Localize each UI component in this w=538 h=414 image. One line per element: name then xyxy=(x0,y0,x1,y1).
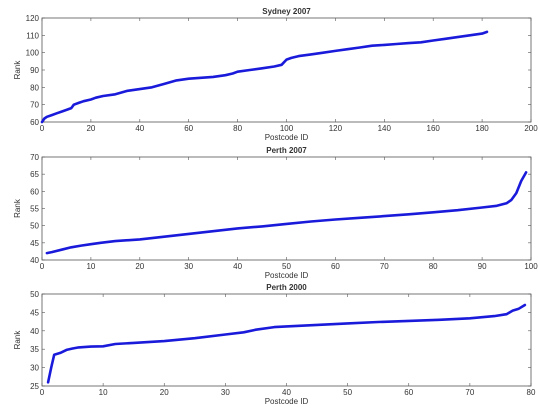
x-tick-label: 200 xyxy=(524,124,538,133)
x-tick-label: 60 xyxy=(331,262,340,271)
y-tick-label: 45 xyxy=(30,308,39,317)
plot-area xyxy=(41,17,532,123)
x-axis-label: Postcode ID xyxy=(265,397,309,406)
y-tick-label: 110 xyxy=(26,31,39,40)
x-tick-label: 0 xyxy=(40,124,45,133)
series-line xyxy=(45,171,528,255)
x-axis-label: Postcode ID xyxy=(265,133,309,142)
y-tick-label: 120 xyxy=(26,14,40,23)
x-tick-label: 80 xyxy=(233,124,242,133)
x-tick-label: 180 xyxy=(475,124,489,133)
y-axis-label: Rank xyxy=(13,198,22,218)
y-tick-label: 100 xyxy=(26,49,40,58)
plot-area xyxy=(41,156,532,261)
chart-panel-1: Sydney 2007 0 20 40 60 80 100 120 140 160 180 200 60… xyxy=(13,7,538,142)
x-tick-label: 160 xyxy=(427,124,441,133)
x-tick-label: 140 xyxy=(378,124,392,133)
y-tick-label: 60 xyxy=(30,187,39,196)
y-tick-label: 55 xyxy=(30,205,39,214)
chart-title: Perth 2007 xyxy=(266,146,307,155)
y-tick-label: 80 xyxy=(30,83,39,92)
x-tick-label: 60 xyxy=(184,124,193,133)
x-tick-label: 10 xyxy=(99,388,108,397)
y-tick-label: 60 xyxy=(30,118,39,127)
x-tick-label: 0 xyxy=(40,388,45,397)
chart-panel-3: Perth 2000 0 10 20 30 40 50 60 70 80 25 30 35 40 45 50 P… xyxy=(13,283,536,406)
y-tick-label: 90 xyxy=(30,66,39,75)
y-tick-label: 70 xyxy=(30,153,39,162)
x-tick-label: 30 xyxy=(221,388,230,397)
x-tick-label: 70 xyxy=(380,262,389,271)
chart-title: Sydney 2007 xyxy=(262,7,311,16)
x-tick-label: 20 xyxy=(135,262,144,271)
x-tick-label: 20 xyxy=(160,388,169,397)
x-axis-label: Postcode ID xyxy=(265,271,309,280)
series-line xyxy=(40,30,489,124)
x-tick-label: 50 xyxy=(343,388,352,397)
x-tick-label: 40 xyxy=(282,388,291,397)
x-tick-label: 100 xyxy=(280,124,294,133)
chart-panel-2: Perth 2007 0 10 20 30 40 50 60 70 80 90 100 40 45 50 55… xyxy=(13,146,538,280)
x-tick-label: 0 xyxy=(40,262,45,271)
y-axis-label: Rank xyxy=(13,60,22,80)
x-tick-label: 40 xyxy=(135,124,144,133)
x-tick-label: 90 xyxy=(478,262,487,271)
y-axis-label: Rank xyxy=(13,330,22,350)
x-tick-label: 100 xyxy=(524,262,538,271)
plot-area xyxy=(41,293,532,387)
x-tick-label: 60 xyxy=(404,388,413,397)
x-tick-label: 40 xyxy=(233,262,242,271)
chart-title: Perth 2000 xyxy=(266,283,307,292)
y-tick-label: 35 xyxy=(30,345,39,354)
y-tick-label: 40 xyxy=(30,327,39,336)
y-tick-label: 40 xyxy=(30,256,39,265)
x-tick-label: 10 xyxy=(86,262,95,271)
x-tick-label: 80 xyxy=(527,388,536,397)
x-tick-label: 70 xyxy=(465,388,474,397)
y-tick-label: 25 xyxy=(30,382,39,391)
x-tick-label: 30 xyxy=(184,262,193,271)
y-tick-label: 70 xyxy=(30,101,39,110)
x-tick-label: 120 xyxy=(329,124,343,133)
y-tick-label: 50 xyxy=(30,222,39,231)
y-tick-label: 45 xyxy=(30,239,39,248)
y-tick-label: 50 xyxy=(30,290,39,299)
y-tick-label: 30 xyxy=(30,364,39,373)
x-tick-label: 50 xyxy=(282,262,291,271)
y-tick-label: 65 xyxy=(30,170,39,179)
x-tick-label: 80 xyxy=(429,262,438,271)
x-tick-label: 20 xyxy=(86,124,95,133)
series-line xyxy=(46,303,527,384)
